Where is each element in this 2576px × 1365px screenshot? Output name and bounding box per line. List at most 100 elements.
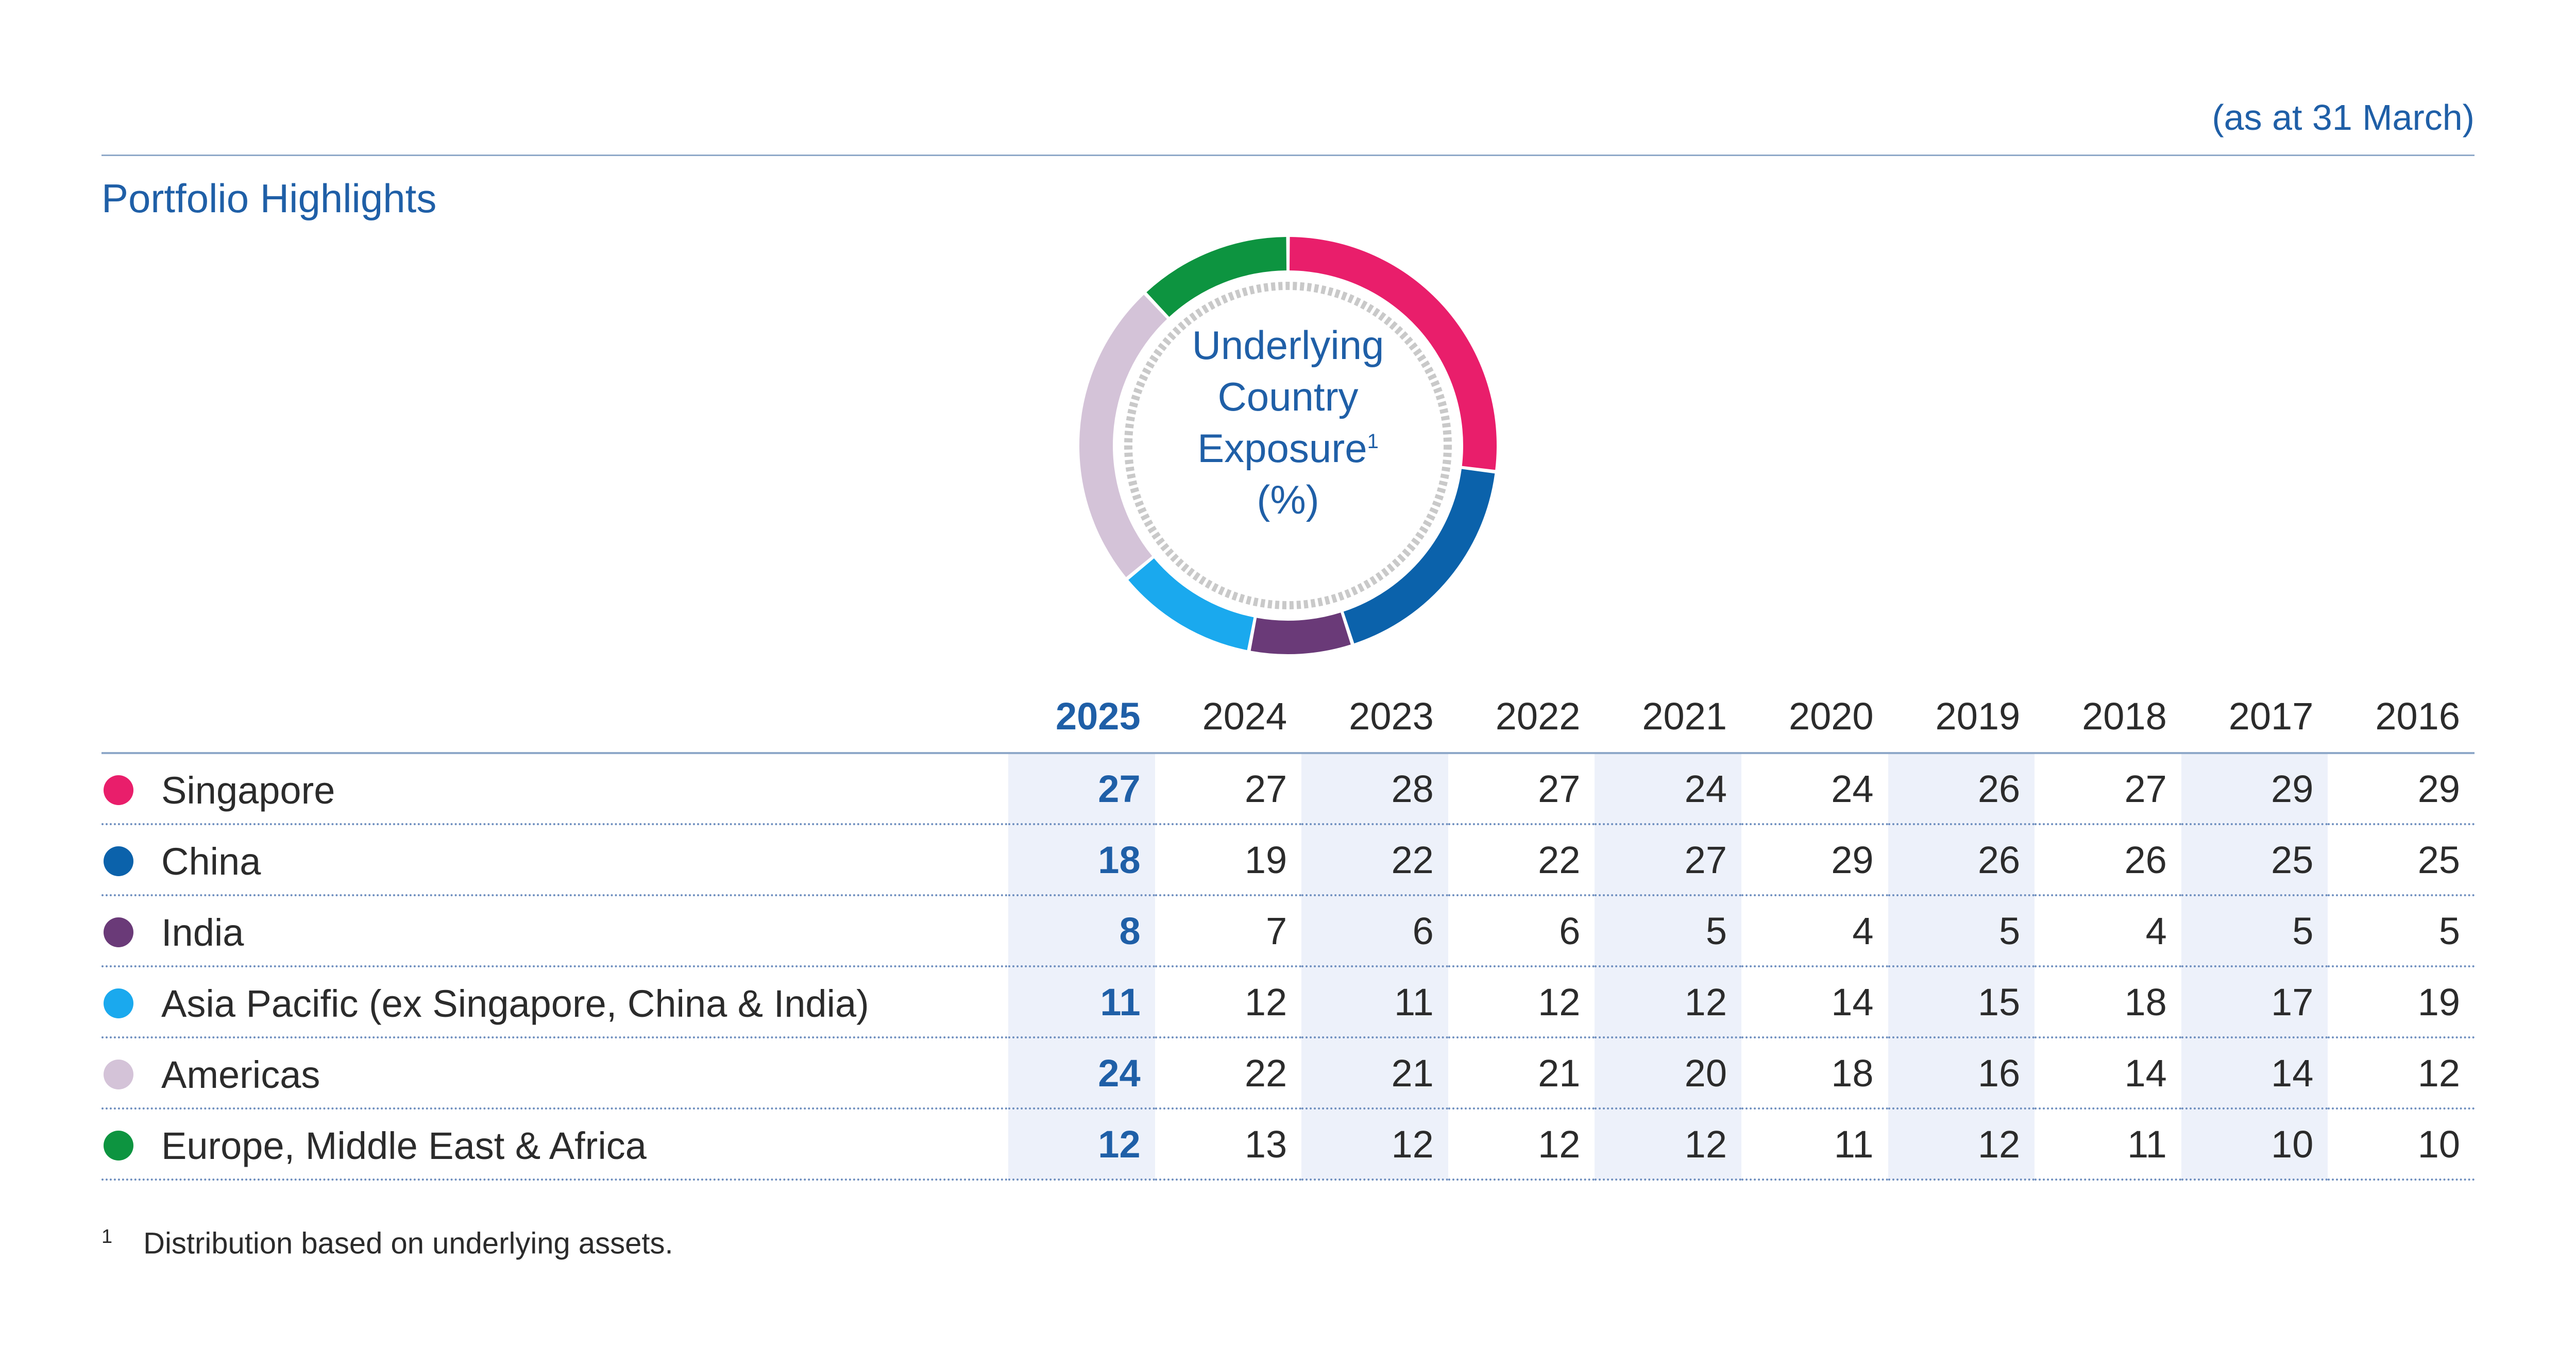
section-title: Portfolio Highlights xyxy=(101,176,437,221)
value-cell: 14 xyxy=(1741,966,1888,1038)
donut-slice-india xyxy=(1250,612,1351,654)
value-cell: 17 xyxy=(2181,966,2328,1038)
value-cell: 6 xyxy=(1301,895,1448,967)
year-header: 2019 xyxy=(1888,680,2035,754)
value-cell: 22 xyxy=(1301,824,1448,896)
table-row: Europe, Middle East & Africa 12 13 12 12 12 11… xyxy=(101,1108,2475,1181)
footnote-marker: 1 xyxy=(1367,430,1379,453)
value-cell: 12 xyxy=(1301,1108,1448,1181)
value-cell: 18 xyxy=(2035,966,2181,1038)
value-cell: 24 xyxy=(1008,1037,1155,1110)
value-cell: 26 xyxy=(2035,824,2181,896)
value-cell: 5 xyxy=(1888,895,2035,967)
value-cell: 4 xyxy=(2035,895,2181,967)
donut-title-line: Exposure1 xyxy=(1197,425,1379,471)
value-cell: 26 xyxy=(1888,824,2035,896)
region-label-cell: Europe, Middle East & Africa xyxy=(101,1108,1009,1181)
region-name: Asia Pacific (ex Singapore, China & Indi… xyxy=(161,982,869,1025)
year-header: 2024 xyxy=(1155,680,1302,754)
value-cell: 6 xyxy=(1448,895,1595,967)
value-cell: 10 xyxy=(2328,1108,2475,1181)
year-header: 2022 xyxy=(1448,680,1595,754)
value-cell: 26 xyxy=(1888,753,2035,825)
table-row: China 18 19 22 22 27 29 26 26 25 25 xyxy=(101,824,2475,896)
donut-title-line: Underlying xyxy=(1192,322,1384,368)
value-cell: 18 xyxy=(1008,824,1155,896)
value-cell: 12 xyxy=(1448,966,1595,1038)
donut-slice-americas xyxy=(1079,295,1167,577)
value-cell: 11 xyxy=(1008,966,1155,1038)
donut-slice-europe-middle-east-africa xyxy=(1146,237,1287,317)
value-cell: 12 xyxy=(2328,1037,2475,1110)
donut-slice-china xyxy=(1343,469,1495,644)
value-cell: 25 xyxy=(2328,824,2475,896)
value-cell: 29 xyxy=(1741,824,1888,896)
value-cell: 24 xyxy=(1595,753,1741,825)
value-cell: 21 xyxy=(1448,1037,1595,1110)
as-at-date: (as at 31 March) xyxy=(2212,97,2475,138)
footnote-marker: 1 xyxy=(101,1226,113,1248)
footnote-text: Distribution based on underlying assets. xyxy=(143,1226,673,1260)
region-name: Europe, Middle East & Africa xyxy=(161,1124,647,1167)
value-cell: 27 xyxy=(1595,824,1741,896)
legend-dot-icon xyxy=(104,775,133,805)
region-label-cell: India xyxy=(101,895,1009,967)
year-header: 2020 xyxy=(1741,680,1888,754)
value-cell: 27 xyxy=(2035,753,2181,825)
value-cell: 14 xyxy=(2035,1037,2181,1110)
region-name: China xyxy=(161,840,261,883)
value-cell: 12 xyxy=(1888,1108,2035,1181)
value-cell: 15 xyxy=(1888,966,2035,1038)
donut-title-line: (%) xyxy=(1257,477,1319,522)
year-header: 2017 xyxy=(2181,680,2328,754)
value-cell: 5 xyxy=(1595,895,1741,967)
donut-slice-singapore xyxy=(1289,237,1497,470)
table-header-row: 2025 2024 2023 2022 2021 2020 2019 2018 2017 2016 xyxy=(101,680,2475,754)
value-cell: 27 xyxy=(1008,753,1155,825)
value-cell: 11 xyxy=(2035,1108,2181,1181)
value-cell: 22 xyxy=(1448,824,1595,896)
value-cell: 28 xyxy=(1301,753,1448,825)
table-row: India 8 7 6 6 5 4 5 4 5 5 xyxy=(101,895,2475,967)
value-cell: 29 xyxy=(2181,753,2328,825)
value-cell: 19 xyxy=(2328,966,2475,1038)
value-cell: 12 xyxy=(1595,966,1741,1038)
value-cell: 20 xyxy=(1595,1037,1741,1110)
top-divider xyxy=(101,155,2475,156)
value-cell: 5 xyxy=(2181,895,2328,967)
donut-title-line: Country xyxy=(1217,374,1359,419)
value-cell: 27 xyxy=(1155,753,1302,825)
value-cell: 5 xyxy=(2328,895,2475,967)
region-label-cell: China xyxy=(101,824,1009,896)
value-cell: 24 xyxy=(1741,753,1888,825)
legend-dot-icon xyxy=(104,846,133,876)
donut-slice-asia-pacific-ex-singapore-china-india xyxy=(1128,558,1254,651)
footnote: 1 Distribution based on underlying assets… xyxy=(101,1226,673,1260)
donut-center-title: Underlying Country Exposure1 (%) xyxy=(1030,319,1546,525)
table-row: Americas 24 22 21 21 20 18 16 14 14 12 xyxy=(101,1037,2475,1110)
year-header: 2016 xyxy=(2328,680,2475,754)
value-cell: 21 xyxy=(1301,1037,1448,1110)
value-cell: 4 xyxy=(1741,895,1888,967)
donut-inner-dotted-ring xyxy=(1124,282,1452,609)
year-header: 2025 xyxy=(1008,680,1155,754)
value-cell: 14 xyxy=(2181,1037,2328,1110)
value-cell: 12 xyxy=(1595,1108,1741,1181)
region-label-cell: Asia Pacific (ex Singapore, China & Indi… xyxy=(101,966,1009,1038)
value-cell: 12 xyxy=(1008,1108,1155,1181)
value-cell: 22 xyxy=(1155,1037,1302,1110)
region-label-cell: Americas xyxy=(101,1037,1009,1110)
value-cell: 18 xyxy=(1741,1037,1888,1110)
legend-dot-icon xyxy=(104,917,133,947)
value-cell: 25 xyxy=(2181,824,2328,896)
region-name: India xyxy=(161,911,244,954)
table-row: Singapore 27 27 28 27 24 24 26 27 29 29 xyxy=(101,753,2475,825)
legend-dot-icon xyxy=(104,988,133,1018)
value-cell: 8 xyxy=(1008,895,1155,967)
value-cell: 7 xyxy=(1155,895,1302,967)
exposure-table: 2025 2024 2023 2022 2021 2020 2019 2018 2017 2016… xyxy=(101,680,2475,1181)
region-name: Singapore xyxy=(161,769,335,812)
legend-dot-icon xyxy=(104,1059,133,1089)
value-cell: 11 xyxy=(1741,1108,1888,1181)
table-row: Asia Pacific (ex Singapore, China & Indi… xyxy=(101,966,2475,1038)
